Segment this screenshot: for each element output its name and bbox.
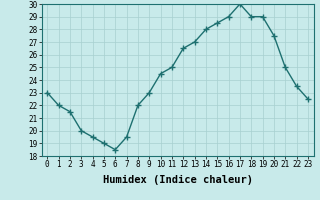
X-axis label: Humidex (Indice chaleur): Humidex (Indice chaleur) bbox=[103, 175, 252, 185]
